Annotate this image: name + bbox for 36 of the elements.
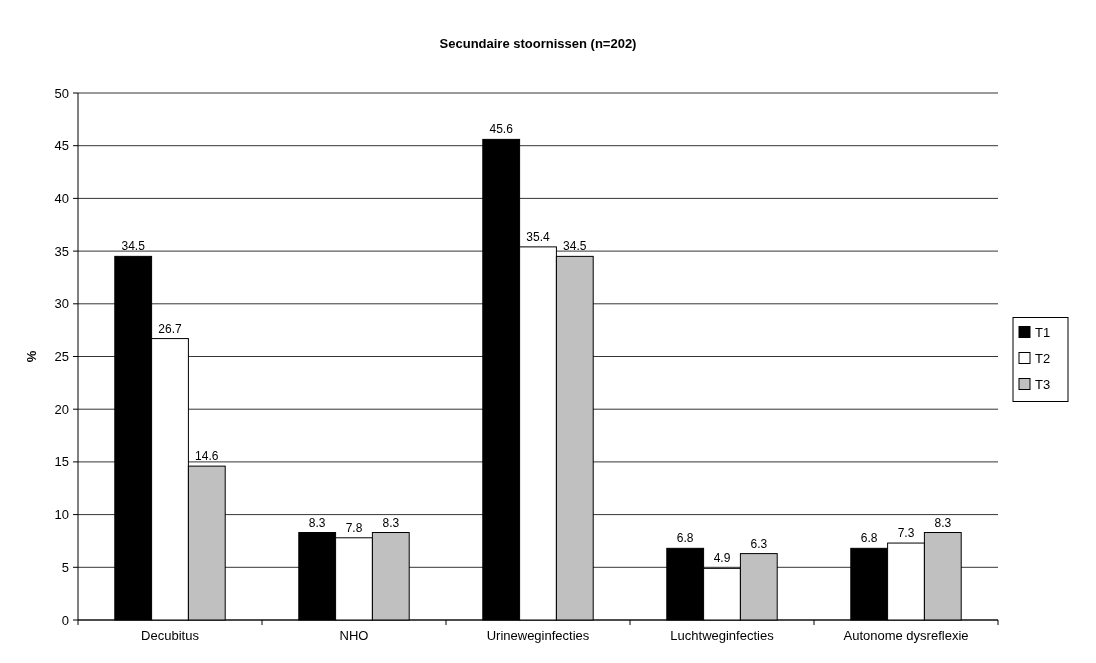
data-label: 14.6 bbox=[195, 449, 219, 464]
y-axis-title: % bbox=[24, 350, 39, 363]
legend-label: T2 bbox=[1035, 351, 1051, 367]
legend-label: T3 bbox=[1035, 377, 1051, 393]
x-tick-label: Urineweginfecties bbox=[486, 628, 590, 643]
y-tick-label: 40 bbox=[54, 190, 69, 206]
y-tick-label: 15 bbox=[54, 454, 69, 470]
x-tick-label: Autonome dysreflexie bbox=[843, 628, 969, 643]
data-label: 8.3 bbox=[382, 515, 400, 530]
x-tick-label: Decubitus bbox=[141, 628, 200, 643]
x-tick-label: NHO bbox=[339, 628, 369, 643]
data-label: 26.7 bbox=[158, 321, 182, 336]
data-label: 35.4 bbox=[526, 229, 550, 244]
data-label: 34.5 bbox=[563, 239, 587, 254]
y-tick-label: 10 bbox=[54, 507, 69, 523]
data-label: 6.3 bbox=[750, 536, 768, 551]
y-tick-label: 20 bbox=[54, 401, 69, 417]
legend-label: T1 bbox=[1035, 325, 1051, 341]
y-tick-label: 5 bbox=[61, 559, 69, 575]
y-tick-label: 0 bbox=[61, 612, 69, 628]
y-tick-label: 50 bbox=[54, 85, 69, 101]
y-tick-label: 25 bbox=[54, 349, 69, 365]
y-tick-label: 45 bbox=[54, 138, 69, 154]
data-label: 6.8 bbox=[676, 531, 694, 546]
y-tick-label: 35 bbox=[54, 243, 69, 259]
x-tick-label: Luchtweginfecties bbox=[670, 628, 775, 643]
data-label: 7.8 bbox=[345, 520, 363, 535]
y-tick-label: 30 bbox=[54, 296, 69, 312]
data-label: 6.8 bbox=[860, 531, 878, 546]
chart-title: Secundaire stoornissen (n=202) bbox=[439, 36, 637, 51]
data-label: 34.5 bbox=[121, 239, 146, 254]
data-label: 7.3 bbox=[897, 526, 915, 541]
data-label: 8.3 bbox=[308, 515, 326, 530]
data-label: 4.9 bbox=[713, 551, 731, 566]
data-label: 8.3 bbox=[934, 515, 952, 530]
data-label: 45.6 bbox=[489, 122, 514, 137]
